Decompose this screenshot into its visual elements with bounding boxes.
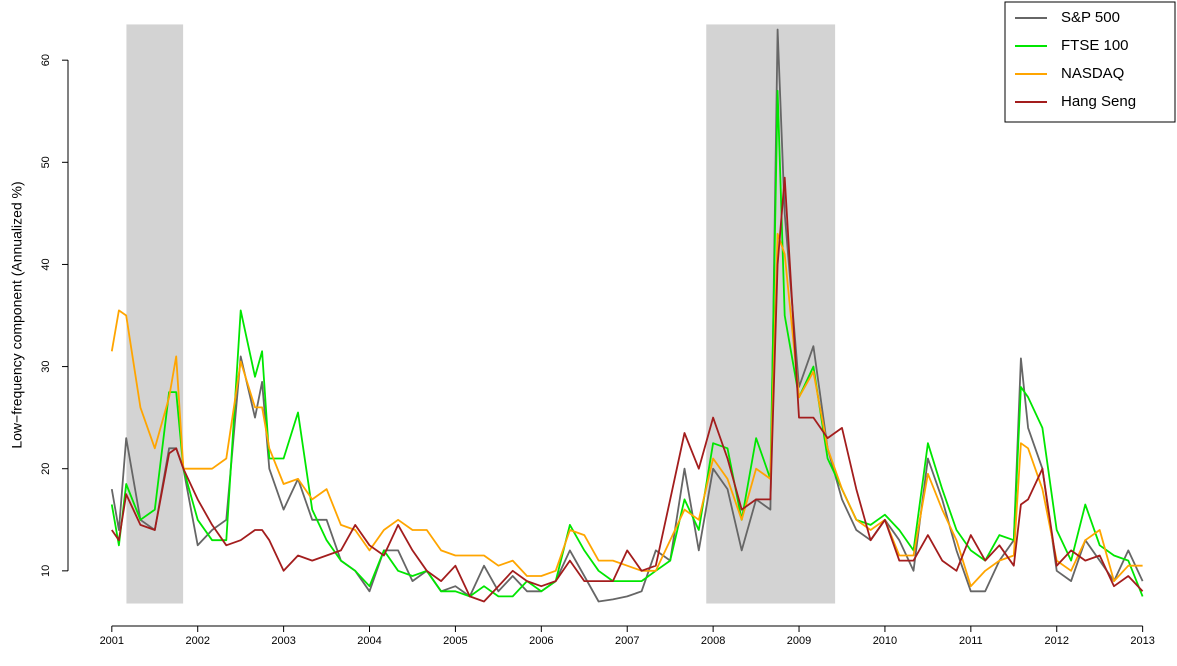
x-tick-label: 2007 [615,635,639,647]
x-tick-label: 2006 [529,635,553,647]
y-tick-label: 20 [40,463,52,475]
legend-label: NASDAQ [1061,65,1124,82]
y-tick-label: 30 [40,360,52,372]
x-tick-label: 2011 [959,635,983,647]
x-tick-label: 2003 [271,635,295,647]
y-axis-label: Low−frequency component (Annualized %) [9,181,25,448]
series-line [110,232,1143,588]
legend-label: Hang Seng [1061,93,1136,110]
x-tick-label: 2002 [185,635,209,647]
shaded-region [706,24,836,604]
y-tick-label: 50 [40,156,52,168]
x-tick-label: 2010 [873,635,897,647]
y-tick-label: 10 [40,565,52,577]
legend: S&P 500 FTSE 100 NASDAQ Hang Seng [1004,1,1176,123]
series-line [111,176,1144,603]
x-tick-label: 2004 [357,635,381,647]
y-tick-label: 60 [40,54,52,66]
x-tick-label: 2001 [100,635,124,647]
series-line [110,89,1144,598]
x-tick-label: 2005 [443,635,467,647]
x-tick-label: 2009 [787,635,811,647]
x-tick-label: 2013 [1130,635,1154,647]
shaded-region [126,24,184,604]
y-tick-label: 40 [40,258,52,270]
x-tick-label: 2012 [1044,635,1068,647]
x-tick-label: 2008 [701,635,725,647]
legend-label: FTSE 100 [1061,37,1129,54]
legend-label: S&P 500 [1061,9,1120,26]
series-line [110,28,1144,603]
